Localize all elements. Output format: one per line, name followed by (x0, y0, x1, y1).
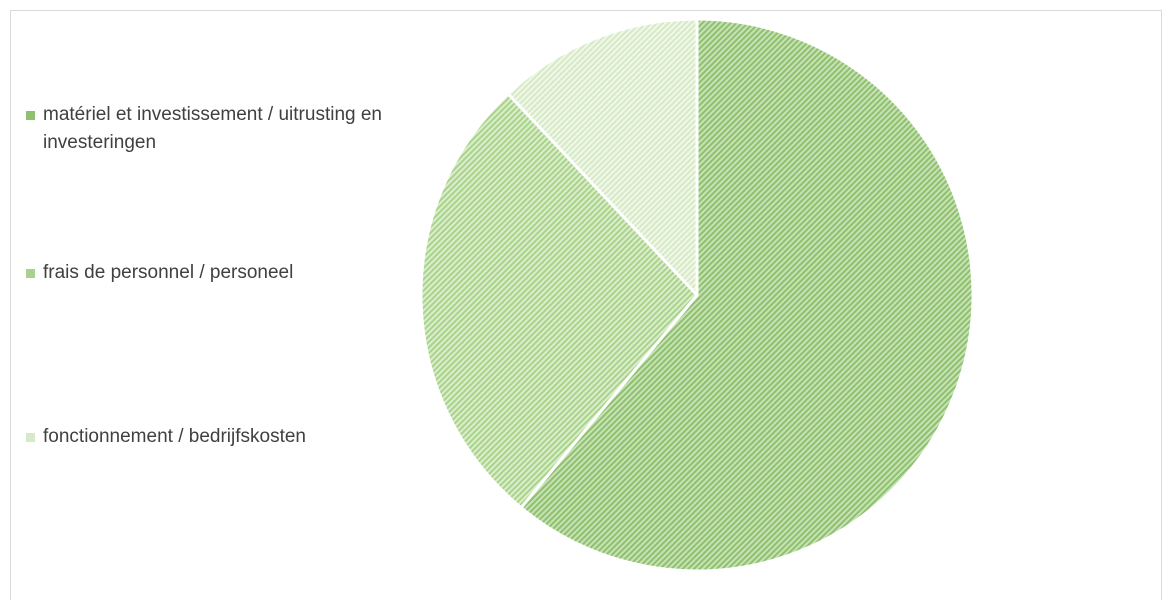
legend-marker-fonctionnement (26, 433, 35, 442)
legend-label-materiel: matériel et investissement / uitrusting … (43, 104, 382, 153)
legend-marker-materiel (26, 111, 35, 120)
legend-label-fonctionnement: fonctionnement / bedrijfskosten (43, 426, 306, 447)
legend-item-materiel: matériel et investissement / uitrusting … (26, 101, 466, 157)
legend-item-fonctionnement: fonctionnement / bedrijfskosten (26, 423, 466, 451)
pie-slice-materiel (519, 17, 975, 573)
legend-item-personnel: frais de personnel / personeel (26, 259, 466, 287)
legend-label-personnel: frais de personnel / personeel (43, 262, 294, 283)
chart-frame (10, 10, 1162, 600)
legend-marker-personnel (26, 269, 35, 278)
pie-slice-personnel (419, 92, 699, 510)
pie-slice-fonctionnement (506, 17, 699, 297)
pie-slices (419, 17, 975, 573)
